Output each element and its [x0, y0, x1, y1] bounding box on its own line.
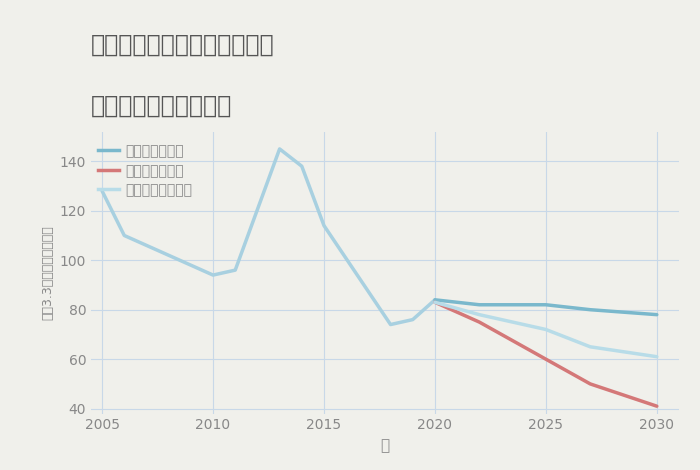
Text: 中古戸建ての価格推移: 中古戸建ての価格推移 — [91, 94, 232, 118]
Y-axis label: 坪（3.3㎡）単価（万円）: 坪（3.3㎡）単価（万円） — [41, 225, 54, 320]
X-axis label: 年: 年 — [380, 438, 390, 453]
Legend: グッドシナリオ, バッドシナリオ, ノーマルシナリオ: グッドシナリオ, バッドシナリオ, ノーマルシナリオ — [98, 144, 192, 197]
Text: 福岡県築上郡上毛町土佐井の: 福岡県築上郡上毛町土佐井の — [91, 33, 274, 57]
